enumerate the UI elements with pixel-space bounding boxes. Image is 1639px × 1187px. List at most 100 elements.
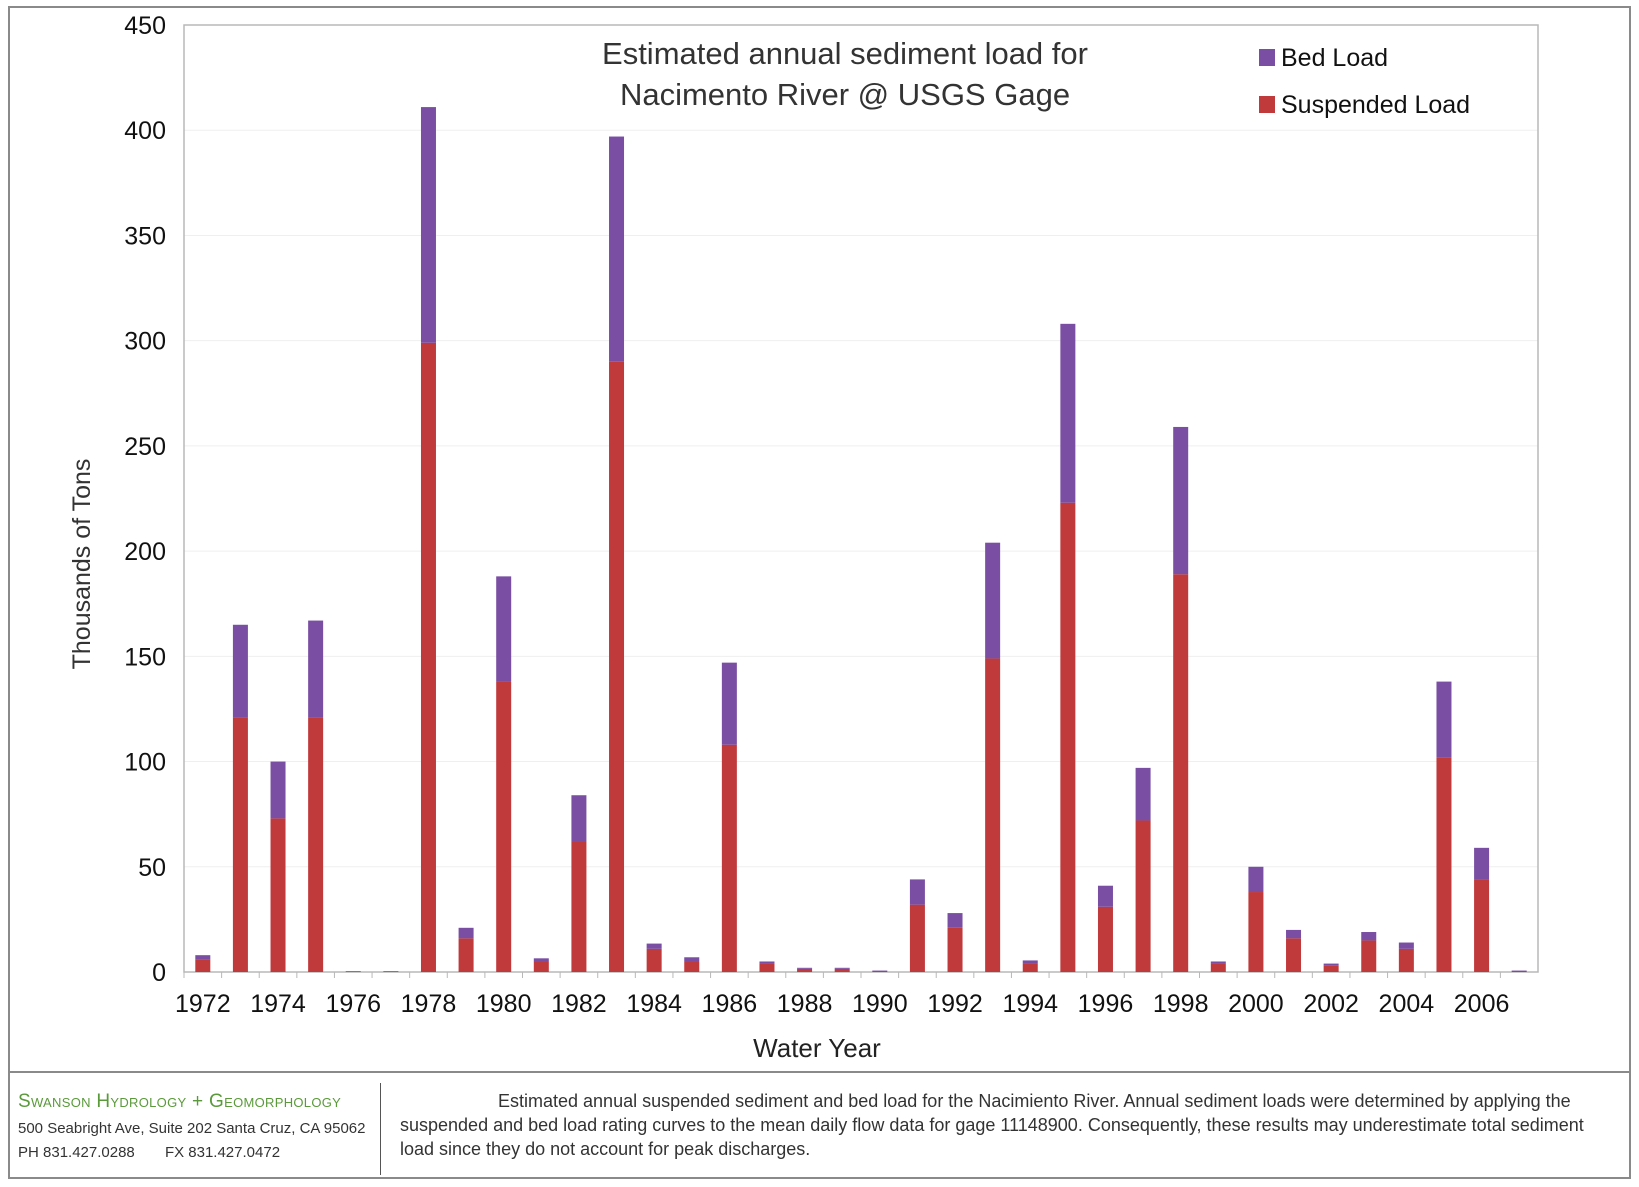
bar-suspended-load-2000 — [1248, 892, 1264, 972]
bar-bed-load-2005 — [1436, 681, 1452, 758]
x-tick-label: 1992 — [927, 990, 983, 1018]
bar-suspended-load-1995 — [1060, 502, 1076, 972]
y-tick-label: 200 — [124, 538, 166, 566]
x-tick-label: 1980 — [476, 990, 532, 1018]
bar-bed-load-1991 — [909, 879, 925, 905]
x-tick-label: 1982 — [551, 990, 607, 1018]
bars-group — [195, 107, 1527, 972]
bar-bed-load-1983 — [609, 136, 625, 362]
legend: Bed Load Suspended Load — [1259, 44, 1470, 119]
y-tick-label: 350 — [124, 222, 166, 250]
bar-bed-load-1972 — [195, 955, 211, 960]
bar-bed-load-1985 — [684, 957, 700, 962]
company-fax: FX 831.427.0472 — [164, 1144, 281, 1161]
bar-suspended-load-2006 — [1474, 879, 1490, 972]
bar-bed-load-1999 — [1210, 961, 1226, 964]
bar-suspended-load-1983 — [609, 361, 625, 972]
bar-bed-load-1980 — [496, 576, 512, 682]
x-tick-label: 1974 — [250, 990, 306, 1018]
bar-bed-load-2002 — [1323, 963, 1339, 966]
company-name: Swanson Hydrology + Geomorphology — [18, 1091, 342, 1112]
y-tick-label: 0 — [152, 959, 166, 987]
y-tick-label: 100 — [124, 749, 166, 777]
x-tick-label: 1998 — [1153, 990, 1209, 1018]
bar-suspended-load-1982 — [571, 841, 587, 972]
y-tick-label: 250 — [124, 433, 166, 461]
bar-bed-load-1984 — [646, 943, 662, 949]
bar-suspended-load-1988 — [797, 968, 813, 972]
x-tick-label: 1978 — [401, 990, 457, 1018]
x-tick-label: 1990 — [852, 990, 908, 1018]
y-tick-label: 400 — [124, 117, 166, 145]
bar-suspended-load-1987 — [759, 963, 775, 972]
bar-suspended-load-1994 — [1022, 963, 1038, 972]
footer: Swanson Hydrology + Geomorphology 500 Se… — [8, 1071, 1631, 1179]
bar-suspended-load-1989 — [834, 968, 850, 972]
y-tick-label: 300 — [124, 328, 166, 356]
bar-bed-load-1993 — [985, 542, 1001, 659]
company-phone: PH 831.427.0288 — [18, 1144, 135, 1161]
gridlines — [184, 129, 1538, 868]
bar-suspended-load-1992 — [947, 927, 963, 972]
bar-suspended-load-1996 — [1097, 906, 1113, 972]
bar-suspended-load-1997 — [1135, 820, 1151, 972]
bar-suspended-load-1981 — [533, 961, 549, 972]
bar-suspended-load-1978 — [420, 342, 436, 972]
x-tick-label: 1988 — [777, 990, 833, 1018]
legend-label-suspended-load: Suspended Load — [1281, 91, 1470, 119]
x-tick-label: 1986 — [702, 990, 758, 1018]
bar-bed-load-1986 — [721, 662, 737, 745]
bar-bed-load-2000 — [1248, 866, 1264, 893]
bar-suspended-load-2002 — [1323, 965, 1339, 972]
bar-suspended-load-2001 — [1286, 938, 1302, 972]
bar-bed-load-1998 — [1173, 426, 1189, 575]
bar-suspended-load-1998 — [1173, 574, 1189, 972]
y-tick-label: 150 — [124, 643, 166, 671]
x-tick-label: 2002 — [1303, 990, 1359, 1018]
x-axis-ticks: 1972 1974 1976 1978 1980 1982 1984 1986 1988 1990… — [175, 972, 1509, 1018]
bar-bed-load-1992 — [947, 913, 963, 928]
bar-suspended-load-1986 — [721, 744, 737, 972]
bar-bed-load-1995 — [1060, 323, 1076, 503]
bar-suspended-load-2004 — [1398, 948, 1414, 972]
bar-suspended-load-2003 — [1361, 940, 1377, 972]
bar-suspended-load-1999 — [1210, 963, 1226, 972]
legend-label-bed-load: Bed Load — [1281, 44, 1388, 72]
bar-bed-load-1975 — [308, 620, 324, 718]
bar-suspended-load-1972 — [195, 959, 211, 972]
bar-bed-load-1982 — [571, 795, 587, 842]
x-axis-label: Water Year — [753, 1033, 881, 1063]
bar-bed-load-1973 — [232, 624, 248, 718]
x-tick-label: 1972 — [175, 990, 231, 1018]
bar-bed-load-1979 — [458, 927, 474, 939]
company-address: 500 Seabright Ave, Suite 202 Santa Cruz,… — [18, 1120, 366, 1137]
chart-title-line-1: Estimated annual sediment load for — [602, 36, 1088, 71]
bar-bed-load-1987 — [759, 961, 775, 964]
bar-suspended-load-1975 — [308, 717, 324, 972]
legend-swatch-suspended-load — [1259, 96, 1275, 113]
bar-suspended-load-1984 — [646, 948, 662, 972]
bar-suspended-load-1991 — [909, 904, 925, 972]
y-axis-label: Thousands of Tons — [68, 459, 96, 670]
bar-suspended-load-1976 — [345, 971, 361, 972]
bar-suspended-load-2007 — [1511, 970, 1527, 972]
y-tick-label: 450 — [124, 12, 166, 40]
legend-swatch-bed-load — [1259, 49, 1275, 66]
x-tick-label: 2006 — [1454, 990, 1510, 1018]
x-tick-label: 1984 — [626, 990, 682, 1018]
figure-caption: Estimated annual suspended sediment and … — [400, 1091, 1584, 1159]
x-tick-label: 1976 — [325, 990, 381, 1018]
bar-suspended-load-1990 — [872, 970, 888, 972]
bar-bed-load-2003 — [1361, 932, 1377, 941]
bar-bed-load-1997 — [1135, 767, 1151, 821]
bar-suspended-load-1973 — [232, 717, 248, 972]
x-tick-label: 2004 — [1379, 990, 1435, 1018]
y-tick-label: 50 — [138, 854, 166, 882]
bar-suspended-load-1980 — [496, 681, 512, 972]
figure-frame — [8, 6, 1631, 1179]
bar-bed-load-2001 — [1286, 929, 1302, 939]
bar-suspended-load-1993 — [985, 658, 1001, 972]
plot-area — [183, 24, 1539, 973]
y-axis-ticks: 0 50 100 150 200 250 300 350 400 450 — [124, 12, 166, 987]
bar-bed-load-1988 — [797, 967, 813, 969]
